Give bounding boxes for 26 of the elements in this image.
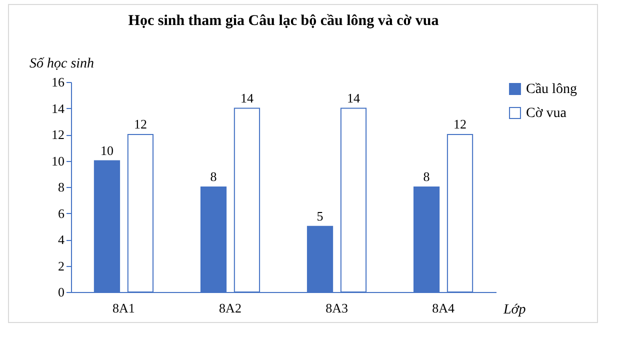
data-label: 8	[210, 169, 217, 184]
y-axis-title: Số học sinh	[30, 56, 94, 72]
y-tick-label: 4	[58, 232, 65, 247]
x-tick-label: 8A1	[112, 300, 135, 316]
x-tick-label: 8A4	[432, 300, 455, 316]
x-tick-label: 8A2	[219, 300, 242, 316]
legend-label: Cờ vua	[526, 106, 568, 121]
y-tick-label: 0	[58, 284, 64, 300]
y-tick-label: 10	[52, 153, 64, 168]
y-tick-label: 2	[58, 258, 64, 274]
data-label: 5	[316, 208, 324, 224]
y-tick-label: 16	[52, 74, 65, 90]
y-tick-label: 8	[58, 180, 64, 194]
data-label: 14	[346, 90, 360, 106]
data-label: 14	[240, 90, 254, 106]
data-label: 12	[454, 116, 467, 132]
data-label: 8	[423, 169, 430, 184]
chart-title: Học sinh tham gia Câu lạc bộ cầu lông và cờ vua	[128, 13, 440, 29]
y-tick-label: 6	[58, 206, 65, 221]
y-tick-label: 14	[52, 100, 65, 116]
y-tick-label: 12	[52, 127, 64, 142]
data-label: 12	[134, 116, 147, 132]
data-label: 10	[100, 142, 114, 158]
x-axis-title: Lớp	[502, 302, 526, 318]
legend-label: Cầu lông	[526, 82, 577, 97]
x-tick-label: 8A3	[326, 300, 348, 316]
